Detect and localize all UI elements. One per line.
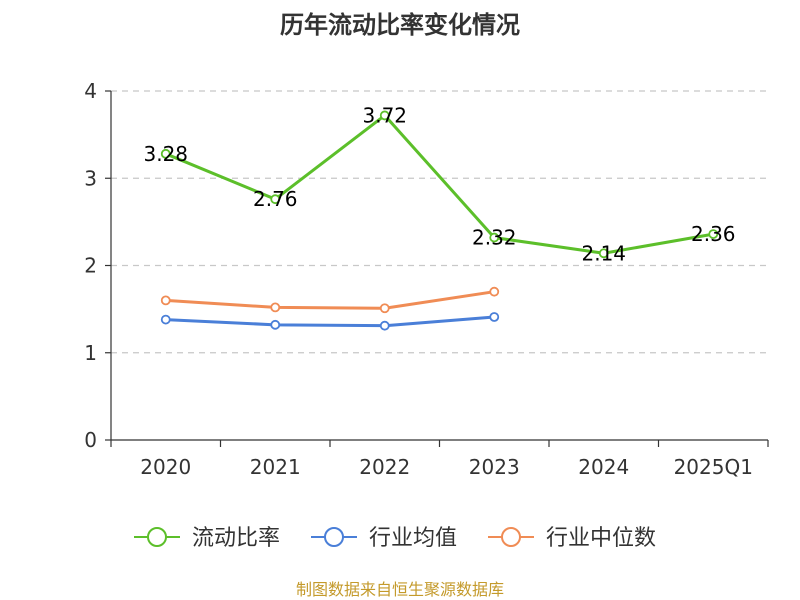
- data-point[interactable]: [379, 110, 390, 121]
- data-point[interactable]: [270, 194, 281, 205]
- x-tick-label: 2025Q1: [674, 455, 753, 479]
- y-tick-label: 1: [84, 341, 97, 365]
- data-point[interactable]: [160, 295, 171, 306]
- data-point[interactable]: [489, 232, 500, 243]
- axis-layer: 0 1 2 3 4 2020 2021 2022 2023 2024 2025Q1: [84, 79, 769, 479]
- y-tick-label: 4: [84, 79, 97, 103]
- series-layer: [160, 110, 719, 331]
- source-note: 制图数据来自恒生聚源数据库: [296, 580, 504, 599]
- data-point[interactable]: [489, 312, 500, 322]
- chart-title: 历年流动比率变化情况: [280, 11, 520, 39]
- x-tick-label: 2020: [140, 455, 191, 479]
- data-point[interactable]: [379, 320, 390, 331]
- data-point[interactable]: [598, 248, 609, 259]
- series-line-2: [165, 290, 495, 310]
- legend-marker: [324, 527, 344, 547]
- data-point[interactable]: [379, 303, 390, 314]
- y-tick-label: 0: [84, 428, 97, 452]
- legend-marker: [501, 527, 521, 547]
- x-tick-label: 2022: [359, 455, 410, 479]
- data-label: 2.32: [472, 226, 517, 250]
- data-label: 3.28: [143, 142, 188, 166]
- series-line-0: [165, 113, 714, 255]
- data-point[interactable]: [270, 319, 281, 330]
- label-layer: 3.28 2.76 3.72 2.32 2.14 2.36: [143, 103, 735, 265]
- grid-layer: [111, 90, 768, 354]
- y-tick-label: 3: [84, 166, 97, 190]
- data-label: 2.36: [691, 222, 736, 246]
- legend-item-0[interactable]: 流动比率: [134, 526, 280, 551]
- data-point[interactable]: [708, 229, 719, 239]
- series-line-1: [165, 315, 495, 328]
- data-label: 2.76: [253, 187, 298, 211]
- x-tick-label: 2023: [469, 455, 520, 479]
- x-tick-label: 2024: [578, 455, 629, 479]
- legend-item-1[interactable]: 行业均值: [311, 526, 457, 551]
- legend-marker: [147, 527, 167, 547]
- data-label: 2.14: [581, 241, 626, 265]
- legend-label: 行业中位数: [546, 526, 656, 551]
- x-tick-label: 2021: [250, 455, 301, 479]
- data-point[interactable]: [160, 314, 171, 325]
- data-label: 3.72: [362, 103, 407, 127]
- data-point[interactable]: [160, 148, 171, 159]
- legend-label: 行业均值: [369, 526, 457, 551]
- data-point[interactable]: [489, 286, 500, 297]
- legend-item-2[interactable]: 行业中位数: [488, 526, 656, 551]
- data-point[interactable]: [270, 302, 281, 313]
- y-tick-label: 2: [84, 254, 97, 278]
- legend-label: 流动比率: [192, 526, 280, 551]
- legend[interactable]: 流动比率 行业均值 行业中位数: [134, 526, 656, 551]
